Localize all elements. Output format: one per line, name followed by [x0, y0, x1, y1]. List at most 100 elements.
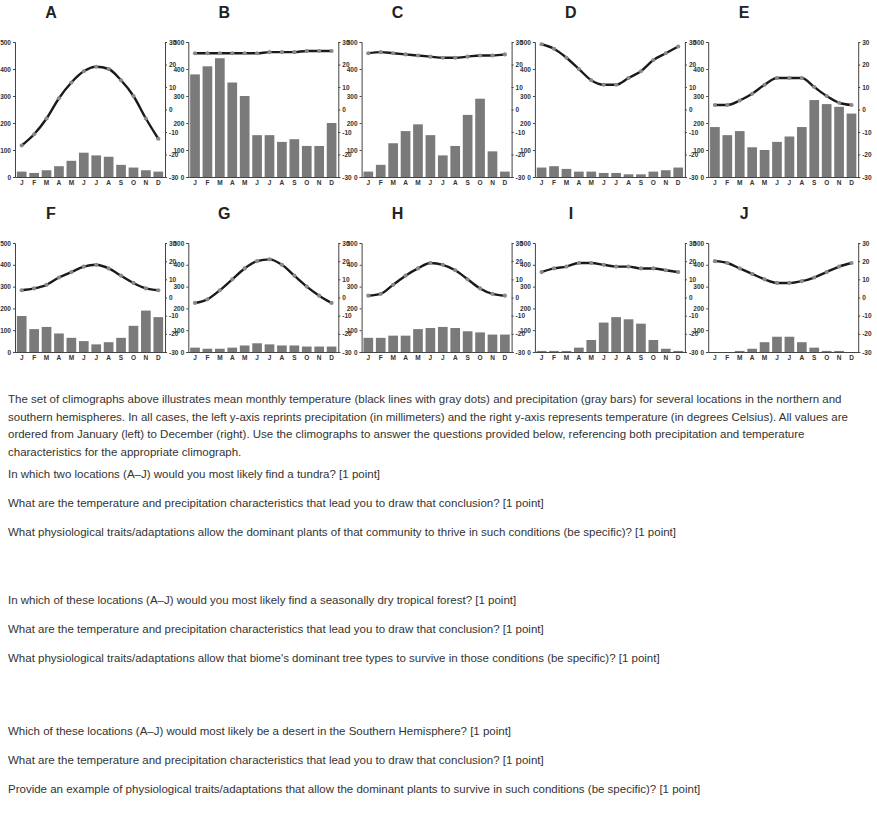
tick-mark — [165, 261, 167, 262]
temperature-marker — [738, 266, 742, 270]
tick: 100 — [693, 147, 708, 154]
tick-label: 300 — [693, 283, 704, 290]
precipitation-bar — [760, 342, 770, 352]
temperature-marker — [540, 270, 544, 274]
tick: 300 — [693, 93, 708, 100]
y-axis: 0100200300400500 — [520, 240, 535, 356]
tick: A — [106, 179, 111, 186]
tick-label: A — [453, 354, 458, 361]
tick-label: F — [32, 179, 36, 186]
axis-line — [706, 43, 709, 178]
tick: A — [799, 354, 804, 361]
tick: 200 — [693, 305, 708, 312]
plot-area — [713, 259, 854, 352]
chart-title: B — [219, 4, 231, 21]
tick: F — [379, 179, 383, 186]
temperature-marker — [441, 56, 445, 60]
tick-mark — [858, 316, 860, 317]
tick-mark — [13, 243, 15, 244]
precipitation-bar — [17, 316, 27, 352]
tick: 0 — [701, 349, 709, 356]
tick: 0 — [527, 349, 535, 356]
temperature-marker — [193, 301, 197, 305]
tick: J — [713, 354, 717, 361]
tick-label: A — [403, 354, 408, 361]
tick: 400 — [347, 261, 362, 268]
tick-label: J — [602, 179, 606, 186]
temperature-marker — [317, 49, 321, 53]
tick-label: J — [441, 354, 445, 361]
tick-label: 500 — [173, 240, 184, 247]
precipitation-bar — [661, 170, 671, 177]
tick-label: 500 — [693, 39, 704, 46]
tick-label: M — [69, 354, 74, 361]
x-axis: JFMAMJJASOND — [709, 178, 859, 186]
tick-mark — [685, 298, 687, 299]
precipitation-bar — [735, 131, 745, 177]
tick-mark — [512, 334, 514, 335]
tick-label: A — [230, 179, 235, 186]
tick-label: A — [626, 179, 631, 186]
tick: 0 — [7, 349, 15, 356]
temperature-line — [368, 263, 505, 296]
tick: D — [156, 179, 161, 186]
tick-mark — [706, 308, 708, 309]
precipitation-bar — [500, 172, 510, 177]
tick-label: 100 — [173, 327, 184, 334]
tick: 300 — [347, 283, 362, 290]
precipitation-bar — [636, 324, 646, 352]
tick-label: J — [429, 179, 433, 186]
precipitation-bar — [215, 349, 225, 352]
tick: S — [292, 179, 297, 186]
tick: -10 — [512, 129, 526, 136]
tick-label: M — [242, 354, 247, 361]
tick: -10 — [165, 312, 179, 319]
precipitation-bar — [537, 351, 547, 352]
tick-label: 0 — [7, 174, 11, 181]
tick-label: -30 — [169, 174, 179, 181]
temperature-marker — [775, 281, 779, 285]
temperature-marker — [292, 274, 296, 278]
tick-mark — [165, 243, 167, 244]
tick: 20 — [858, 61, 870, 68]
precipitation-bar — [203, 66, 213, 177]
precipitation-bar — [129, 168, 139, 177]
tick: -10 — [165, 129, 179, 136]
x-axis: JFMAMJJASOND — [362, 353, 512, 361]
tick-mark — [533, 352, 535, 353]
tick-label: 300 — [173, 283, 184, 290]
tick: 0 — [527, 174, 535, 181]
tick-label: -10 — [342, 129, 352, 136]
temperature-marker — [156, 137, 160, 141]
temperature-marker — [725, 103, 729, 107]
temperature-marker — [664, 51, 668, 55]
tick: O — [651, 354, 656, 361]
precipitation-bar — [252, 343, 262, 352]
tick-label: S — [812, 179, 817, 186]
tick-label: J — [20, 354, 24, 361]
axis-line — [186, 244, 189, 353]
climograph: 0100200300400500-30-20-100102030JFMAMJJA… — [347, 4, 526, 186]
y-axis: 0100200300400500 — [0, 39, 15, 181]
tick-label: M — [564, 354, 569, 361]
tick: J — [82, 354, 86, 361]
temperature-marker — [32, 286, 36, 290]
tick: F — [725, 179, 729, 186]
tick: -30 — [512, 349, 526, 356]
temperature-marker — [94, 65, 98, 69]
tick-label: -10 — [342, 312, 352, 319]
tick-mark — [512, 261, 514, 262]
tick-mark — [186, 123, 188, 124]
tick-label: 500 — [347, 39, 358, 46]
temperature-marker — [255, 259, 259, 263]
tick-label: J — [540, 354, 544, 361]
tick-mark — [685, 110, 687, 111]
tick-mark — [338, 42, 340, 43]
temperature-marker — [205, 297, 209, 301]
tick-label: 0 — [527, 349, 531, 356]
tick-label: -30 — [689, 349, 699, 356]
tick: S — [119, 179, 124, 186]
tick-label: J — [788, 354, 792, 361]
tick-label: 10 — [689, 84, 697, 91]
climograph-panel: 0100200300400500-30-20-100102030JFMAMJJA… — [0, 0, 877, 380]
